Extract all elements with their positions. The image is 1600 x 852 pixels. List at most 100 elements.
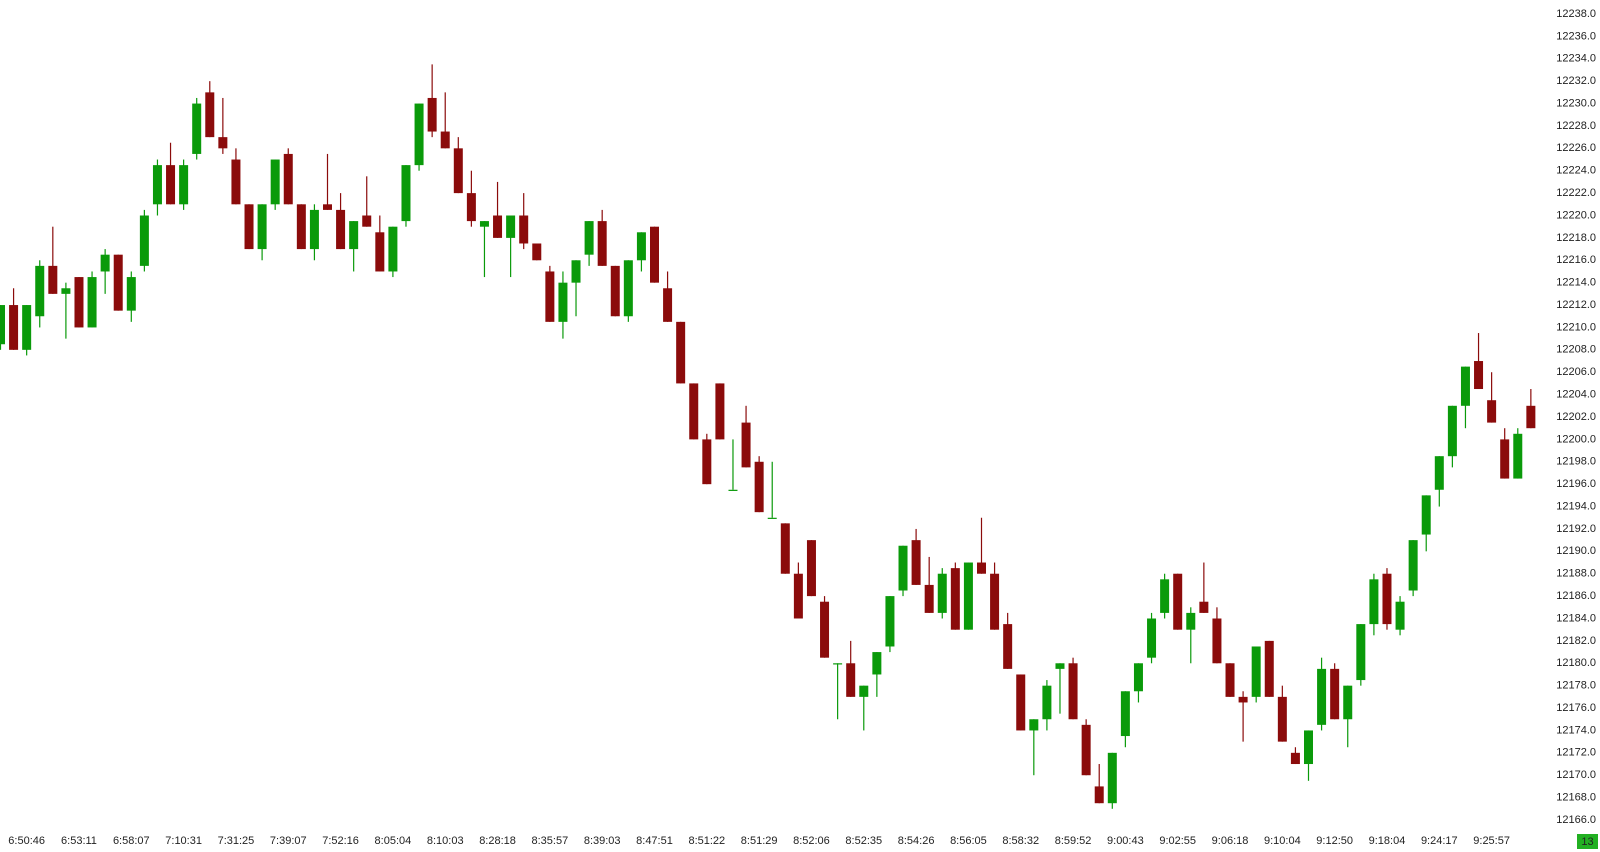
candle-body (689, 383, 699, 440)
candle-body (1173, 573, 1183, 630)
candle-body (1487, 400, 1497, 423)
candle-body (48, 265, 58, 294)
candle-body (1225, 663, 1235, 697)
candle-body (820, 601, 830, 658)
y-tick-label: 12192.0 (1556, 523, 1596, 535)
candle-body (113, 254, 123, 311)
x-tick-label: 9:25:57 (1473, 835, 1510, 847)
candle-body (937, 573, 947, 613)
candle-body (1238, 696, 1248, 703)
candle-body (1526, 405, 1536, 429)
candle-body (244, 204, 254, 250)
candle-body (702, 439, 712, 485)
x-tick-label: 8:05:04 (375, 835, 412, 847)
candle-body (362, 215, 372, 227)
x-tick-label: 8:39:03 (584, 835, 621, 847)
candle-body (506, 215, 516, 238)
candle-body (1094, 786, 1104, 804)
y-tick-label: 12208.0 (1556, 344, 1596, 356)
x-tick-label: 8:56:05 (950, 835, 987, 847)
candle-body (806, 540, 816, 597)
x-tick-label: 7:39:07 (270, 835, 307, 847)
candle-body (414, 103, 424, 166)
candle-body (885, 596, 895, 647)
candle-body (1382, 573, 1392, 625)
candle-body (1212, 618, 1222, 664)
y-tick-label: 12182.0 (1556, 635, 1596, 647)
candle-body (1447, 405, 1457, 457)
y-tick-label: 12236.0 (1556, 30, 1596, 42)
y-tick-label: 12212.0 (1556, 299, 1596, 311)
candle-body (1304, 730, 1313, 765)
y-tick-label: 12228.0 (1556, 120, 1596, 132)
x-tick-label: 7:31:25 (218, 835, 255, 847)
x-tick-label: 9:06:18 (1212, 835, 1249, 847)
x-tick-label: 8:51:22 (688, 835, 725, 847)
candle-body (1264, 640, 1274, 697)
candle-body (859, 685, 869, 697)
candle-body (950, 568, 960, 630)
y-tick-label: 12226.0 (1556, 142, 1596, 154)
candle-body (1120, 691, 1130, 737)
candle-body (1513, 433, 1523, 479)
x-tick-label: 7:10:31 (165, 835, 202, 847)
candle-body (427, 97, 437, 132)
candle-body (676, 321, 686, 384)
y-tick-label: 12218.0 (1556, 232, 1596, 244)
y-tick-label: 12202.0 (1556, 411, 1596, 423)
y-tick-label: 12180.0 (1556, 657, 1596, 669)
candle-body (1421, 495, 1431, 535)
x-tick-label: 8:59:52 (1055, 835, 1092, 847)
x-tick-label: 8:47:51 (636, 835, 673, 847)
y-tick-label: 12194.0 (1556, 500, 1596, 512)
x-tick-label: 6:58:07 (113, 835, 150, 847)
candle-body (100, 254, 110, 272)
candle-body (35, 265, 45, 317)
candle-body (846, 663, 856, 697)
candle-body (440, 131, 450, 149)
candle-body (1317, 668, 1327, 725)
x-tick-label: 8:52:35 (845, 835, 882, 847)
candle-body (479, 221, 489, 227)
candle-body (87, 277, 97, 328)
candle-body (623, 260, 633, 317)
x-tick-label: 8:28:18 (479, 835, 516, 847)
candle-body (1500, 439, 1510, 479)
candle-body (309, 209, 319, 250)
candle-body (833, 663, 843, 665)
candle-body (388, 226, 398, 272)
candle-body (1042, 685, 1052, 720)
candle-body (152, 165, 162, 205)
candle-body (1290, 752, 1300, 765)
candle-body (1081, 724, 1091, 776)
candle-body (963, 562, 973, 630)
candle-body (1460, 366, 1470, 406)
candle-body (349, 221, 359, 250)
candle-body (1395, 601, 1405, 630)
candle-body (1186, 612, 1196, 630)
candle-body (336, 209, 346, 250)
candle-body (61, 288, 71, 294)
y-tick-label: 12190.0 (1556, 545, 1596, 557)
candle-body (493, 215, 503, 238)
candle-body (231, 159, 241, 205)
candle-body (257, 204, 267, 250)
candle-body (663, 288, 673, 322)
x-tick-label: 6:53:11 (61, 835, 97, 847)
y-tick-label: 12232.0 (1556, 75, 1596, 87)
x-tick-label: 8:51:29 (741, 835, 778, 847)
y-tick-label: 12230.0 (1556, 97, 1596, 109)
candle-body (584, 221, 594, 255)
candle-body (610, 265, 620, 317)
candle-body (990, 573, 1000, 630)
candle-body (1343, 685, 1353, 720)
candle-body (650, 226, 659, 283)
candle-body (1434, 456, 1444, 490)
candle-body (22, 305, 32, 350)
x-tick-label: 9:10:04 (1264, 835, 1301, 847)
candle-body (715, 383, 725, 440)
candle-body (545, 271, 555, 322)
candle-body (1055, 663, 1065, 669)
candle-body (1277, 696, 1287, 742)
candle-body (977, 562, 986, 574)
